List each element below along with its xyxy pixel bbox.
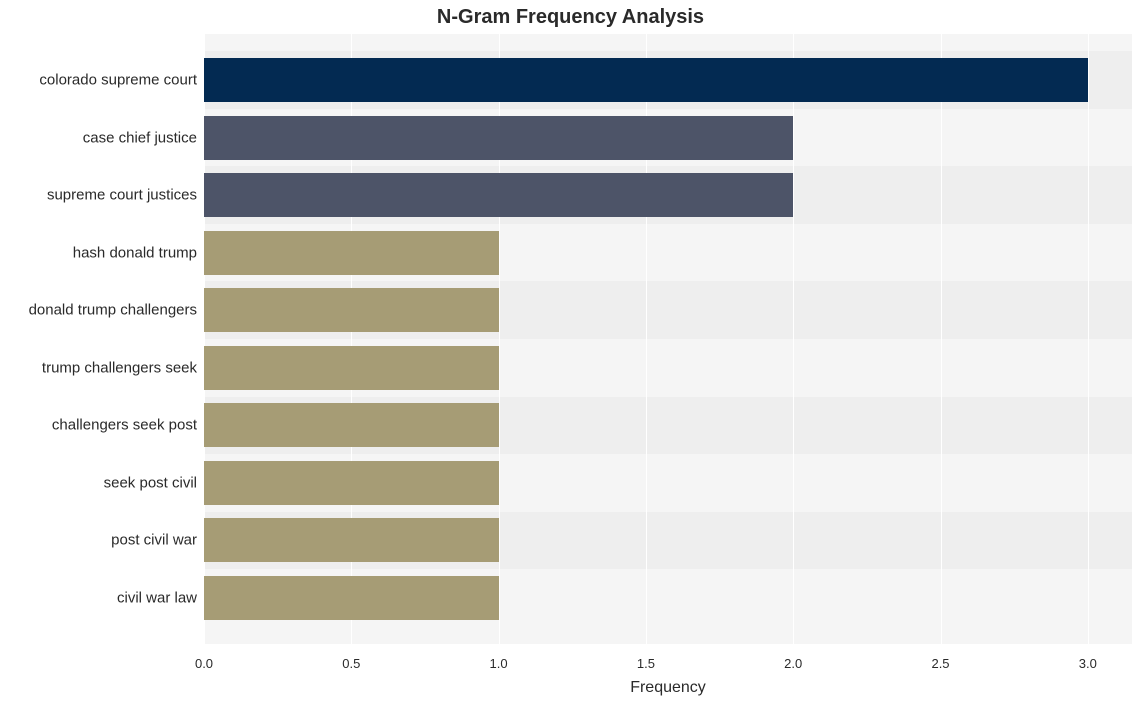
x-tick-label: 1.5 — [637, 656, 655, 671]
x-tick-label: 1.0 — [490, 656, 508, 671]
y-tick-label: colorado supreme court — [0, 72, 197, 89]
x-tick-label: 3.0 — [1079, 656, 1097, 671]
bar — [204, 116, 793, 160]
grid-line — [1088, 34, 1089, 644]
x-tick-label: 2.0 — [784, 656, 802, 671]
y-tick-label: trump challengers seek — [0, 359, 197, 376]
bar — [204, 58, 1088, 102]
x-tick-label: 0.0 — [195, 656, 213, 671]
y-tick-label: civil war law — [0, 589, 197, 606]
bar — [204, 346, 499, 390]
grid-line — [793, 34, 794, 644]
ngram-chart: N-Gram Frequency Analysis Frequency colo… — [0, 0, 1141, 701]
y-tick-label: challengers seek post — [0, 417, 197, 434]
bar — [204, 461, 499, 505]
chart-title: N-Gram Frequency Analysis — [0, 6, 1141, 29]
bar — [204, 173, 793, 217]
x-axis-title: Frequency — [204, 679, 1132, 697]
y-tick-label: seek post civil — [0, 474, 197, 491]
y-tick-label: supreme court justices — [0, 187, 197, 204]
y-tick-label: case chief justice — [0, 129, 197, 146]
bar — [204, 403, 499, 447]
y-tick-label: hash donald trump — [0, 244, 197, 261]
x-tick-label: 2.5 — [931, 656, 949, 671]
bar — [204, 518, 499, 562]
y-tick-label: post civil war — [0, 532, 197, 549]
bar — [204, 231, 499, 275]
grid-line — [941, 34, 942, 644]
bar — [204, 288, 499, 332]
y-tick-label: donald trump challengers — [0, 302, 197, 319]
x-tick-label: 0.5 — [342, 656, 360, 671]
bar — [204, 576, 499, 620]
plot-area — [204, 34, 1132, 644]
